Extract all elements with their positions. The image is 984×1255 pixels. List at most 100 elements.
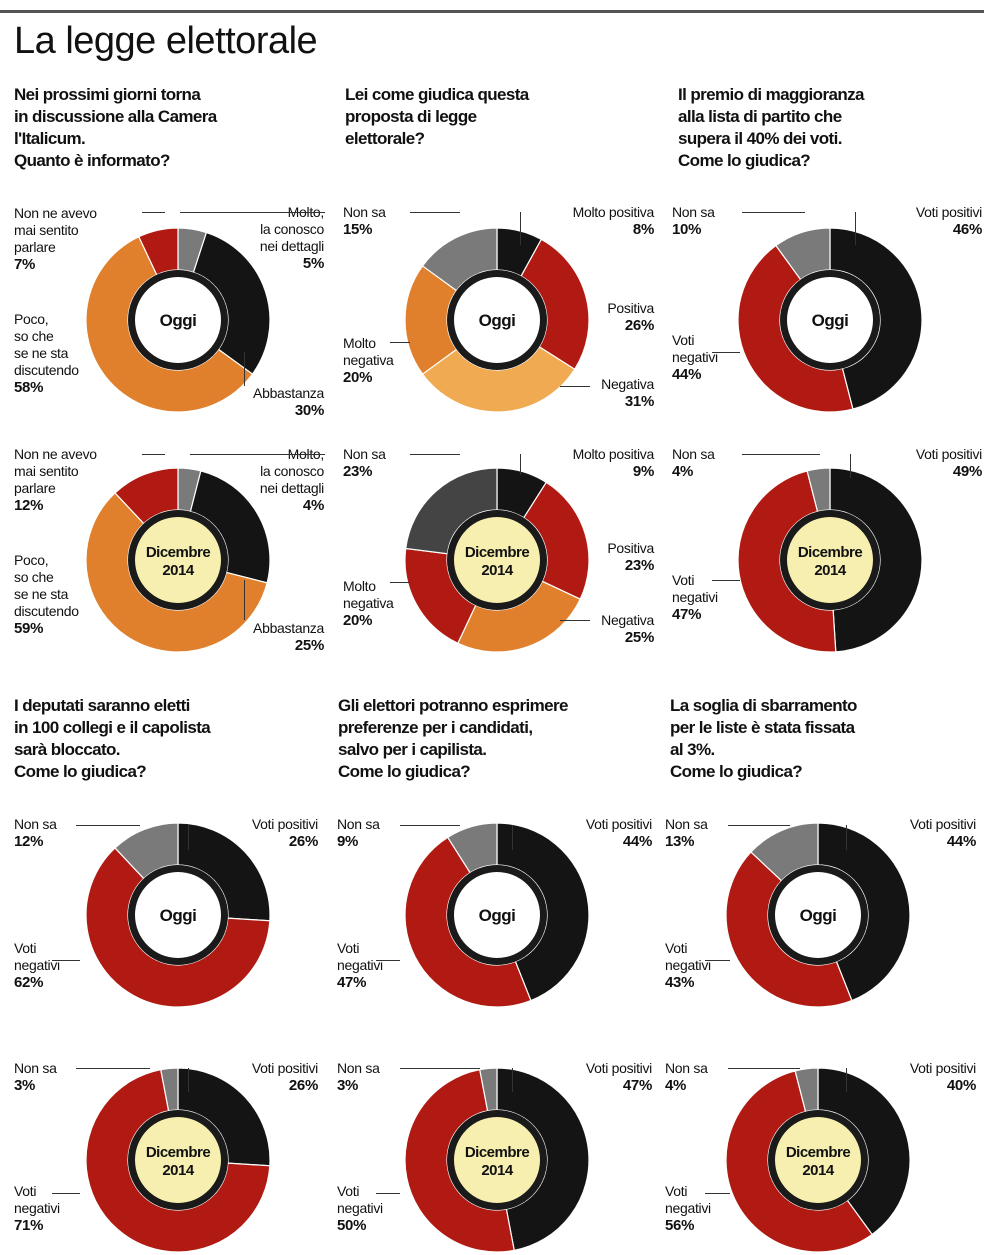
label-value: 10% — [672, 221, 702, 238]
label-text: Abbastanza — [253, 385, 324, 401]
label-non-sa: Non sa 13% — [665, 816, 745, 850]
center-label-line: 2014 — [162, 1162, 195, 1179]
leader-line — [400, 1068, 480, 1069]
label-value: 9% — [337, 833, 359, 850]
question-1: Nei prossimi giorni torna in discussione… — [14, 85, 217, 170]
label-voti-negativi: Voti negativi 62% — [14, 940, 94, 991]
donut-chart-1: Oggi — [85, 227, 271, 413]
leader-line — [850, 454, 851, 478]
label-value: 4% — [672, 463, 694, 480]
label-text: Voti negativi — [672, 572, 718, 605]
leader-line — [244, 352, 245, 386]
leader-line — [190, 454, 325, 455]
center-label-line: 2014 — [814, 562, 847, 579]
label-voti-positivi: Voti positivi 44% — [520, 816, 652, 850]
center-hole — [787, 517, 873, 603]
label-value: 59% — [14, 620, 44, 637]
label-value: 43% — [665, 974, 695, 991]
leader-line — [742, 212, 805, 213]
label-voti-negativi: Voti negativi 47% — [672, 572, 762, 623]
center-hole — [135, 517, 221, 603]
label-text: Voti positivi — [585, 1060, 652, 1076]
label-non-ne-avevo-mai-sentito-parlare: Non ne avevo mai sentito parlare 7% — [14, 205, 144, 273]
label-text: Molto positiva — [572, 204, 655, 220]
label-text: Non sa — [14, 816, 57, 832]
leader-line — [855, 212, 856, 245]
leader-line — [705, 1193, 730, 1194]
center-hole — [135, 872, 221, 958]
leader-line — [76, 1068, 150, 1069]
question-7: I deputati saranno eletti in 100 collegi… — [14, 696, 211, 781]
label-text: Molto, la conosco nei dettagli — [259, 204, 324, 254]
label-value: 49% — [952, 463, 982, 480]
label-text: Voti negativi — [665, 1183, 711, 1216]
label-text: Non sa — [337, 1060, 380, 1076]
label-text: Voti positivi — [251, 1060, 318, 1076]
label-voti-positivi: Voti positivi 26% — [190, 1060, 318, 1094]
label-text: Negativa — [601, 612, 654, 628]
leader-line — [52, 960, 80, 961]
label-value: 71% — [14, 1217, 44, 1234]
label-text: Poco, so che se ne sta discutendo — [14, 311, 79, 378]
label-value: 9% — [632, 463, 654, 480]
center-hole — [775, 1117, 861, 1203]
label-abbastanza: Abbastanza 30% — [230, 385, 324, 419]
center-hole — [454, 872, 540, 958]
label-text: Non ne avevo mai sentito parlare — [14, 446, 97, 496]
label-text: Voti positivi — [585, 816, 652, 832]
center-label-line: Dicembre — [465, 1144, 530, 1161]
leader-line — [728, 1068, 800, 1069]
leader-line — [846, 825, 847, 850]
question-5: Il premio di maggioranza alla lista di p… — [678, 85, 864, 170]
label-text: Voti negativi — [665, 940, 711, 973]
leader-line — [520, 454, 521, 475]
label-text: Non sa — [14, 1060, 57, 1076]
label-text: Voti positivi — [909, 816, 976, 832]
label-positiva: Positiva 26% — [560, 300, 654, 334]
label-text: Voti positivi — [915, 204, 982, 220]
label-text: Molto negativa — [343, 578, 394, 611]
top-rule — [0, 10, 984, 13]
center-label-line: Oggi — [160, 311, 197, 330]
question-9: Gli elettori potranno esprimere preferen… — [338, 696, 568, 781]
center-label-line: Dicembre — [146, 544, 211, 561]
label-molto-positiva: Molto positiva 9% — [520, 446, 655, 480]
leader-line — [742, 454, 820, 455]
label-value: 8% — [632, 221, 654, 238]
label-text: Molto negativa — [343, 335, 394, 368]
donut-chart-7: Oggi — [85, 822, 271, 1008]
leader-line — [728, 825, 790, 826]
question-3: Lei come giudica questa proposta di legg… — [345, 85, 529, 148]
label-text: Abbastanza — [253, 620, 324, 636]
leader-line — [705, 960, 730, 961]
center-label-line: Oggi — [479, 906, 516, 925]
label-text: Positiva — [607, 300, 654, 316]
leader-line — [142, 454, 165, 455]
label-non-sa: Non sa 10% — [672, 204, 752, 238]
label-non-sa: Non sa 4% — [665, 1060, 745, 1094]
center-hole — [775, 872, 861, 958]
leader-line — [400, 825, 460, 826]
leader-line — [142, 212, 165, 213]
label-value: 47% — [672, 606, 702, 623]
leader-line — [376, 1193, 400, 1194]
leader-line — [712, 580, 740, 581]
label-value: 44% — [946, 833, 976, 850]
center-label-line: Oggi — [812, 311, 849, 330]
leader-line — [520, 212, 521, 245]
label-non-sa: Non sa 3% — [337, 1060, 417, 1094]
center-label-line: Dicembre — [786, 1144, 851, 1161]
label-voti-positivi: Voti positivi 47% — [520, 1060, 652, 1094]
label-text: Voti negativi — [14, 940, 60, 973]
center-label-line: Oggi — [160, 906, 197, 925]
donut-chart-11: Oggi — [725, 822, 911, 1008]
label-value: 40% — [946, 1077, 976, 1094]
label-text: Voti positivi — [909, 1060, 976, 1076]
label-value: 23% — [624, 557, 654, 574]
label-value: 25% — [624, 629, 654, 646]
center-label-line: Dicembre — [465, 544, 530, 561]
label-non-sa: Non sa 23% — [343, 446, 433, 480]
